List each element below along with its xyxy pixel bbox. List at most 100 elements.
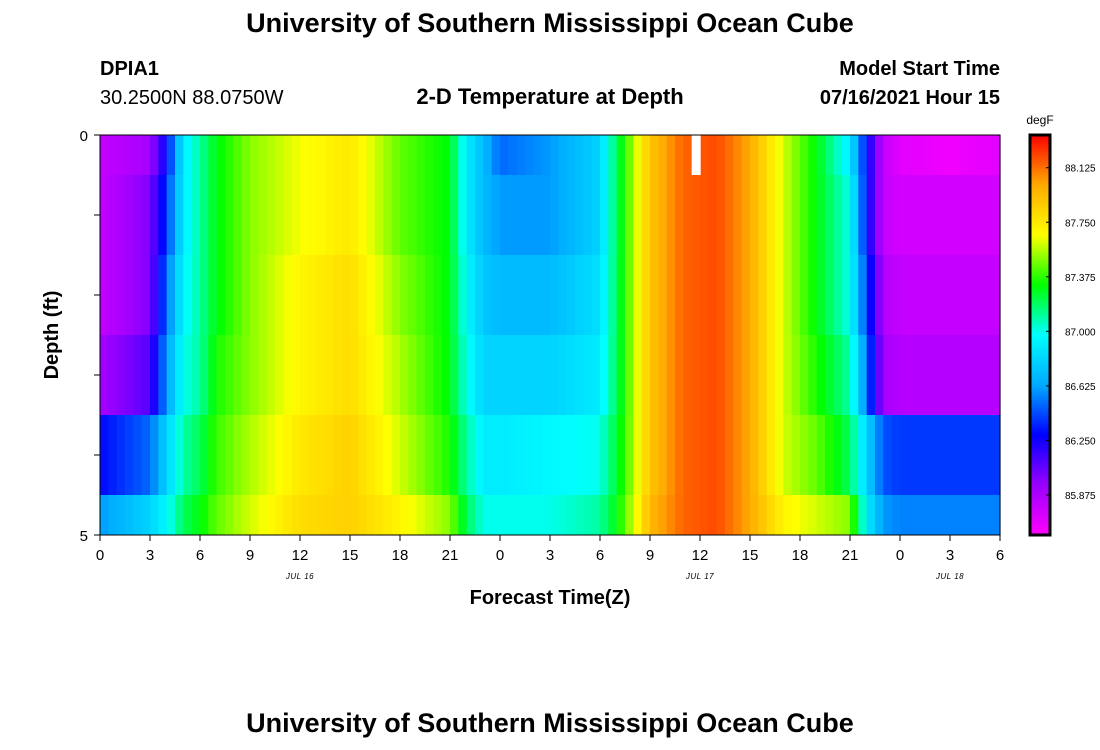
heatmap-cell <box>366 175 376 256</box>
heatmap-cell <box>708 135 718 176</box>
heatmap-cell <box>100 495 109 536</box>
heatmap-cell <box>158 175 168 256</box>
heatmap-cell <box>125 175 134 256</box>
heatmap-cell <box>650 255 659 336</box>
heatmap-cell <box>333 135 343 176</box>
heatmap-cell <box>216 495 226 536</box>
heatmap-cell <box>908 335 918 416</box>
heatmap-cell <box>608 255 618 336</box>
heatmap-cell <box>825 335 834 416</box>
heatmap-cell <box>358 335 368 416</box>
heatmap-cell <box>566 335 576 416</box>
heatmap-cell <box>958 335 968 416</box>
x-tick-label: 9 <box>246 547 254 564</box>
heatmap-cell <box>416 135 426 176</box>
heatmap-cell <box>558 335 568 416</box>
heatmap-cell <box>508 135 518 176</box>
heatmap-cell <box>175 335 184 416</box>
heatmap-cell <box>425 255 434 336</box>
heatmap-cell <box>575 415 584 496</box>
heatmap-cell <box>925 175 934 256</box>
heatmap-cell <box>691 255 701 336</box>
heatmap-cell <box>283 175 293 256</box>
heatmap-cell <box>841 415 851 496</box>
heatmap-cell <box>141 175 151 256</box>
heatmap-cell <box>875 415 884 496</box>
heatmap-cell <box>316 495 326 536</box>
heatmap-cell <box>500 495 509 536</box>
heatmap-cell <box>833 335 843 416</box>
heatmap-cell <box>583 175 593 256</box>
heatmap-cell <box>250 175 259 256</box>
heatmap-cell <box>591 335 601 416</box>
heatmap-cell <box>266 135 276 176</box>
heatmap-cell <box>475 135 484 176</box>
heatmap-cell <box>291 135 301 176</box>
heatmap-cell <box>991 175 1001 256</box>
heatmap-cell <box>591 135 601 176</box>
heatmap-cell <box>525 495 534 536</box>
heatmap-cell <box>516 255 526 336</box>
heatmap-cell <box>175 415 184 496</box>
heatmap-cell <box>183 175 193 256</box>
heatmap-cell <box>375 255 384 336</box>
heatmap-cell <box>791 135 801 176</box>
heatmap-cell <box>800 175 809 256</box>
heatmap-cell <box>658 495 668 536</box>
heatmap-cell <box>233 135 243 176</box>
heatmap-cell <box>216 135 226 176</box>
heatmap-cell <box>233 335 243 416</box>
heatmap-cell <box>683 255 693 336</box>
heatmap-cell <box>683 175 693 256</box>
heatmap-cell <box>266 255 276 336</box>
heatmap-cell <box>433 135 443 176</box>
heatmap-cell <box>775 135 784 176</box>
heatmap-cell <box>775 255 784 336</box>
heatmap-cell <box>216 255 226 336</box>
heatmap-cell <box>383 175 393 256</box>
heatmap-cell <box>283 495 293 536</box>
heatmap-cell <box>708 255 718 336</box>
heatmap-cell <box>450 495 459 536</box>
heatmap-cell <box>100 415 109 496</box>
heatmap-cell <box>291 255 301 336</box>
heatmap-cell <box>891 175 901 256</box>
heatmap-cell <box>925 495 934 536</box>
heatmap-cell <box>583 255 593 336</box>
heatmap-cell <box>466 175 476 256</box>
heatmap-cell <box>558 135 568 176</box>
heatmap-cell <box>950 255 959 336</box>
heatmap-cell <box>616 415 626 496</box>
heatmap-cell <box>375 175 384 256</box>
heatmap-cell <box>650 335 659 416</box>
heatmap-cell <box>450 135 459 176</box>
heatmap-cell <box>641 335 651 416</box>
heatmap-cell <box>933 175 943 256</box>
x-tick-label: 3 <box>946 547 954 564</box>
heatmap-cell <box>625 175 634 256</box>
heatmap-cell <box>166 495 176 536</box>
heatmap-cell <box>325 175 334 256</box>
heatmap-cell <box>516 495 526 536</box>
heatmap-cell <box>266 335 276 416</box>
heatmap-cell <box>141 415 151 496</box>
heatmap-cell <box>700 495 709 536</box>
heatmap-cell <box>166 335 176 416</box>
heatmap-cell <box>616 255 626 336</box>
page-title: University of Southern Mississippi Ocean… <box>246 8 854 38</box>
heatmap-cell <box>975 495 984 536</box>
heatmap-cell <box>791 495 801 536</box>
heatmap-cell <box>733 495 743 536</box>
heatmap-cell <box>583 135 593 176</box>
station-id: DPIA1 <box>100 58 159 80</box>
heatmap-cell <box>900 255 909 336</box>
heatmap-cell <box>625 415 634 496</box>
heatmap-cell <box>925 335 934 416</box>
heatmap-cell <box>533 135 543 176</box>
heatmap-cell <box>391 415 401 496</box>
heatmap-cell <box>150 175 159 256</box>
heatmap-cell <box>400 255 409 336</box>
heatmap-cell <box>816 415 826 496</box>
heatmap-cell <box>333 255 343 336</box>
heatmap-cell <box>833 415 843 496</box>
